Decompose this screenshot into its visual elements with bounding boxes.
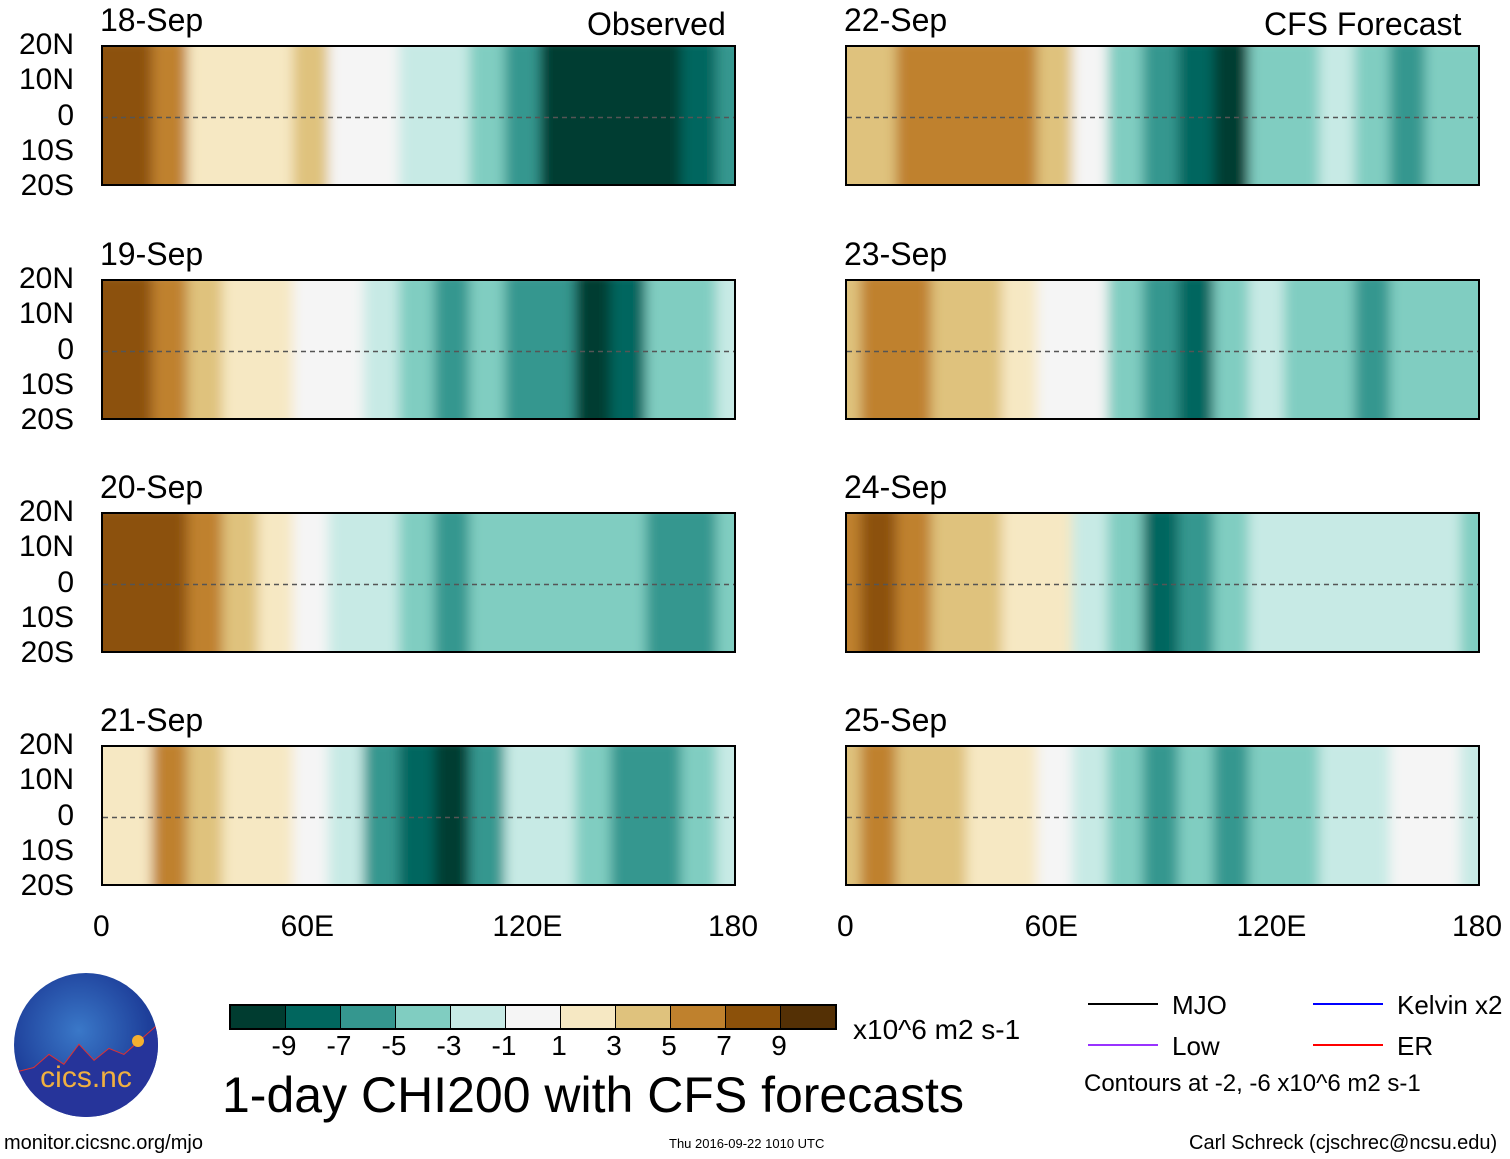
lat-tick-label: 10N — [18, 63, 74, 97]
colorbar-swatch — [231, 1006, 286, 1028]
chi-cell-180 — [716, 747, 734, 884]
panel-date: 18-Sep — [100, 2, 204, 38]
colorbar-label: 3 — [606, 1030, 622, 1061]
panel-date: 19-Sep — [100, 236, 204, 272]
lon-tick-label: 180 — [1452, 910, 1503, 943]
lat-tick-label: 0 — [57, 798, 74, 832]
lat-tick-label: 10S — [20, 600, 74, 634]
chi-cell-180 — [716, 281, 734, 418]
legend-line-1 — [1313, 1003, 1383, 1005]
panel-date: 22-Sep — [844, 2, 948, 38]
cicsnc-logo: cics.nc — [14, 973, 158, 1117]
lon-tick-label: 0 — [837, 910, 854, 943]
forecast-header: CFS Forecast — [1264, 6, 1462, 42]
lon-tick-label: 180 — [708, 910, 759, 943]
lat-tick-label: 10S — [20, 833, 74, 867]
chi-cell-180 — [1460, 281, 1478, 418]
colorbar — [229, 1004, 837, 1030]
colorbar-swatch — [616, 1006, 671, 1028]
map-panel-21-sep — [101, 745, 736, 886]
observed-header: Observed — [587, 6, 726, 42]
colorbar-swatch — [781, 1006, 835, 1028]
lat-tick-label: 20S — [20, 169, 74, 202]
panel-date: 24-Sep — [844, 469, 948, 505]
legend-label: Low — [1172, 1031, 1220, 1061]
lat-tick-label: 10S — [20, 367, 74, 401]
mountain-icon — [14, 1024, 158, 1117]
colorbar-swatch — [451, 1006, 506, 1028]
colorbar-swatch — [506, 1006, 561, 1028]
lat-tick-label: 20S — [20, 636, 74, 669]
figure-title: 1-day CHI200 with CFS forecasts — [222, 1067, 964, 1123]
panel-date: 21-Sep — [100, 702, 204, 738]
panel-date: 20-Sep — [100, 469, 204, 505]
credit: Carl Schreck (cjschrec@ncsu.edu) — [1189, 1132, 1498, 1154]
colorbar-label: -5 — [381, 1030, 407, 1061]
colorbar-label: 5 — [661, 1030, 677, 1061]
lat-tick-label: 10N — [18, 763, 74, 797]
legend-line-3 — [1313, 1044, 1383, 1046]
lat-tick-label: 20N — [18, 28, 74, 61]
map-panel-25-sep — [845, 745, 1480, 886]
colorbar-label: -3 — [436, 1030, 462, 1061]
lon-tick-label: 60E — [280, 910, 335, 943]
colorbar-swatch — [726, 1006, 781, 1028]
legend-label: MJO — [1172, 990, 1227, 1020]
colorbar-label: -7 — [326, 1030, 352, 1061]
panel-date: 25-Sep — [844, 702, 948, 738]
lat-tick-label: 20S — [20, 869, 74, 902]
lat-tick-label: 0 — [57, 98, 74, 132]
lon-tick-label: 120E — [1236, 910, 1307, 943]
colorbar-swatch — [671, 1006, 726, 1028]
chi-cell-180 — [716, 47, 734, 184]
chi-cell-180 — [716, 514, 734, 651]
colorbar-label: -9 — [271, 1030, 297, 1061]
lat-tick-label: 20N — [18, 262, 74, 295]
lat-tick-label: 20S — [20, 403, 74, 436]
colorbar-swatch — [561, 1006, 616, 1028]
map-panel-24-sep — [845, 512, 1480, 653]
legend-line-0 — [1088, 1003, 1158, 1005]
colorbar-label: 9 — [771, 1030, 787, 1061]
lat-tick-label: 10N — [18, 297, 74, 331]
lon-tick-label: 60E — [1024, 910, 1079, 943]
lat-tick-label: 20N — [18, 728, 74, 761]
map-panel-20-sep — [101, 512, 736, 653]
map-panel-23-sep — [845, 279, 1480, 420]
lon-tick-label: 0 — [93, 910, 110, 943]
colorbar-label: -1 — [491, 1030, 517, 1061]
legend-line-2 — [1088, 1044, 1158, 1046]
chi-cell-180 — [1460, 47, 1478, 184]
map-panel-22-sep — [845, 45, 1480, 186]
source-url[interactable]: monitor.cicsnc.org/mjo — [4, 1132, 203, 1154]
colorbar-swatch — [396, 1006, 451, 1028]
colorbar-label: 7 — [716, 1030, 732, 1061]
chi-cell-180 — [1460, 514, 1478, 651]
chi-cell-180 — [1460, 747, 1478, 884]
lat-tick-label: 0 — [57, 565, 74, 599]
map-panel-19-sep — [101, 279, 736, 420]
colorbar-units: x10^6 m2 s-1 — [853, 1014, 1021, 1045]
lat-tick-label: 10N — [18, 530, 74, 564]
lat-tick-label: 10S — [20, 133, 74, 167]
lat-tick-label: 0 — [57, 332, 74, 366]
map-panel-18-sep — [101, 45, 736, 186]
legend-label: ER — [1397, 1031, 1434, 1061]
lat-tick-label: 20N — [18, 495, 74, 528]
colorbar-swatch — [341, 1006, 396, 1028]
contour-note: Contours at -2, -6 x10^6 m2 s-1 — [1084, 1070, 1421, 1097]
logo-text: cics.nc — [40, 1061, 132, 1094]
panel-date: 23-Sep — [844, 236, 948, 272]
lon-tick-label: 120E — [492, 910, 563, 943]
colorbar-label: 1 — [551, 1030, 567, 1061]
legend-label: Kelvin x2 — [1397, 990, 1503, 1020]
timestamp: Thu 2016-09-22 1010 UTC — [669, 1136, 825, 1151]
colorbar-swatch — [286, 1006, 341, 1028]
